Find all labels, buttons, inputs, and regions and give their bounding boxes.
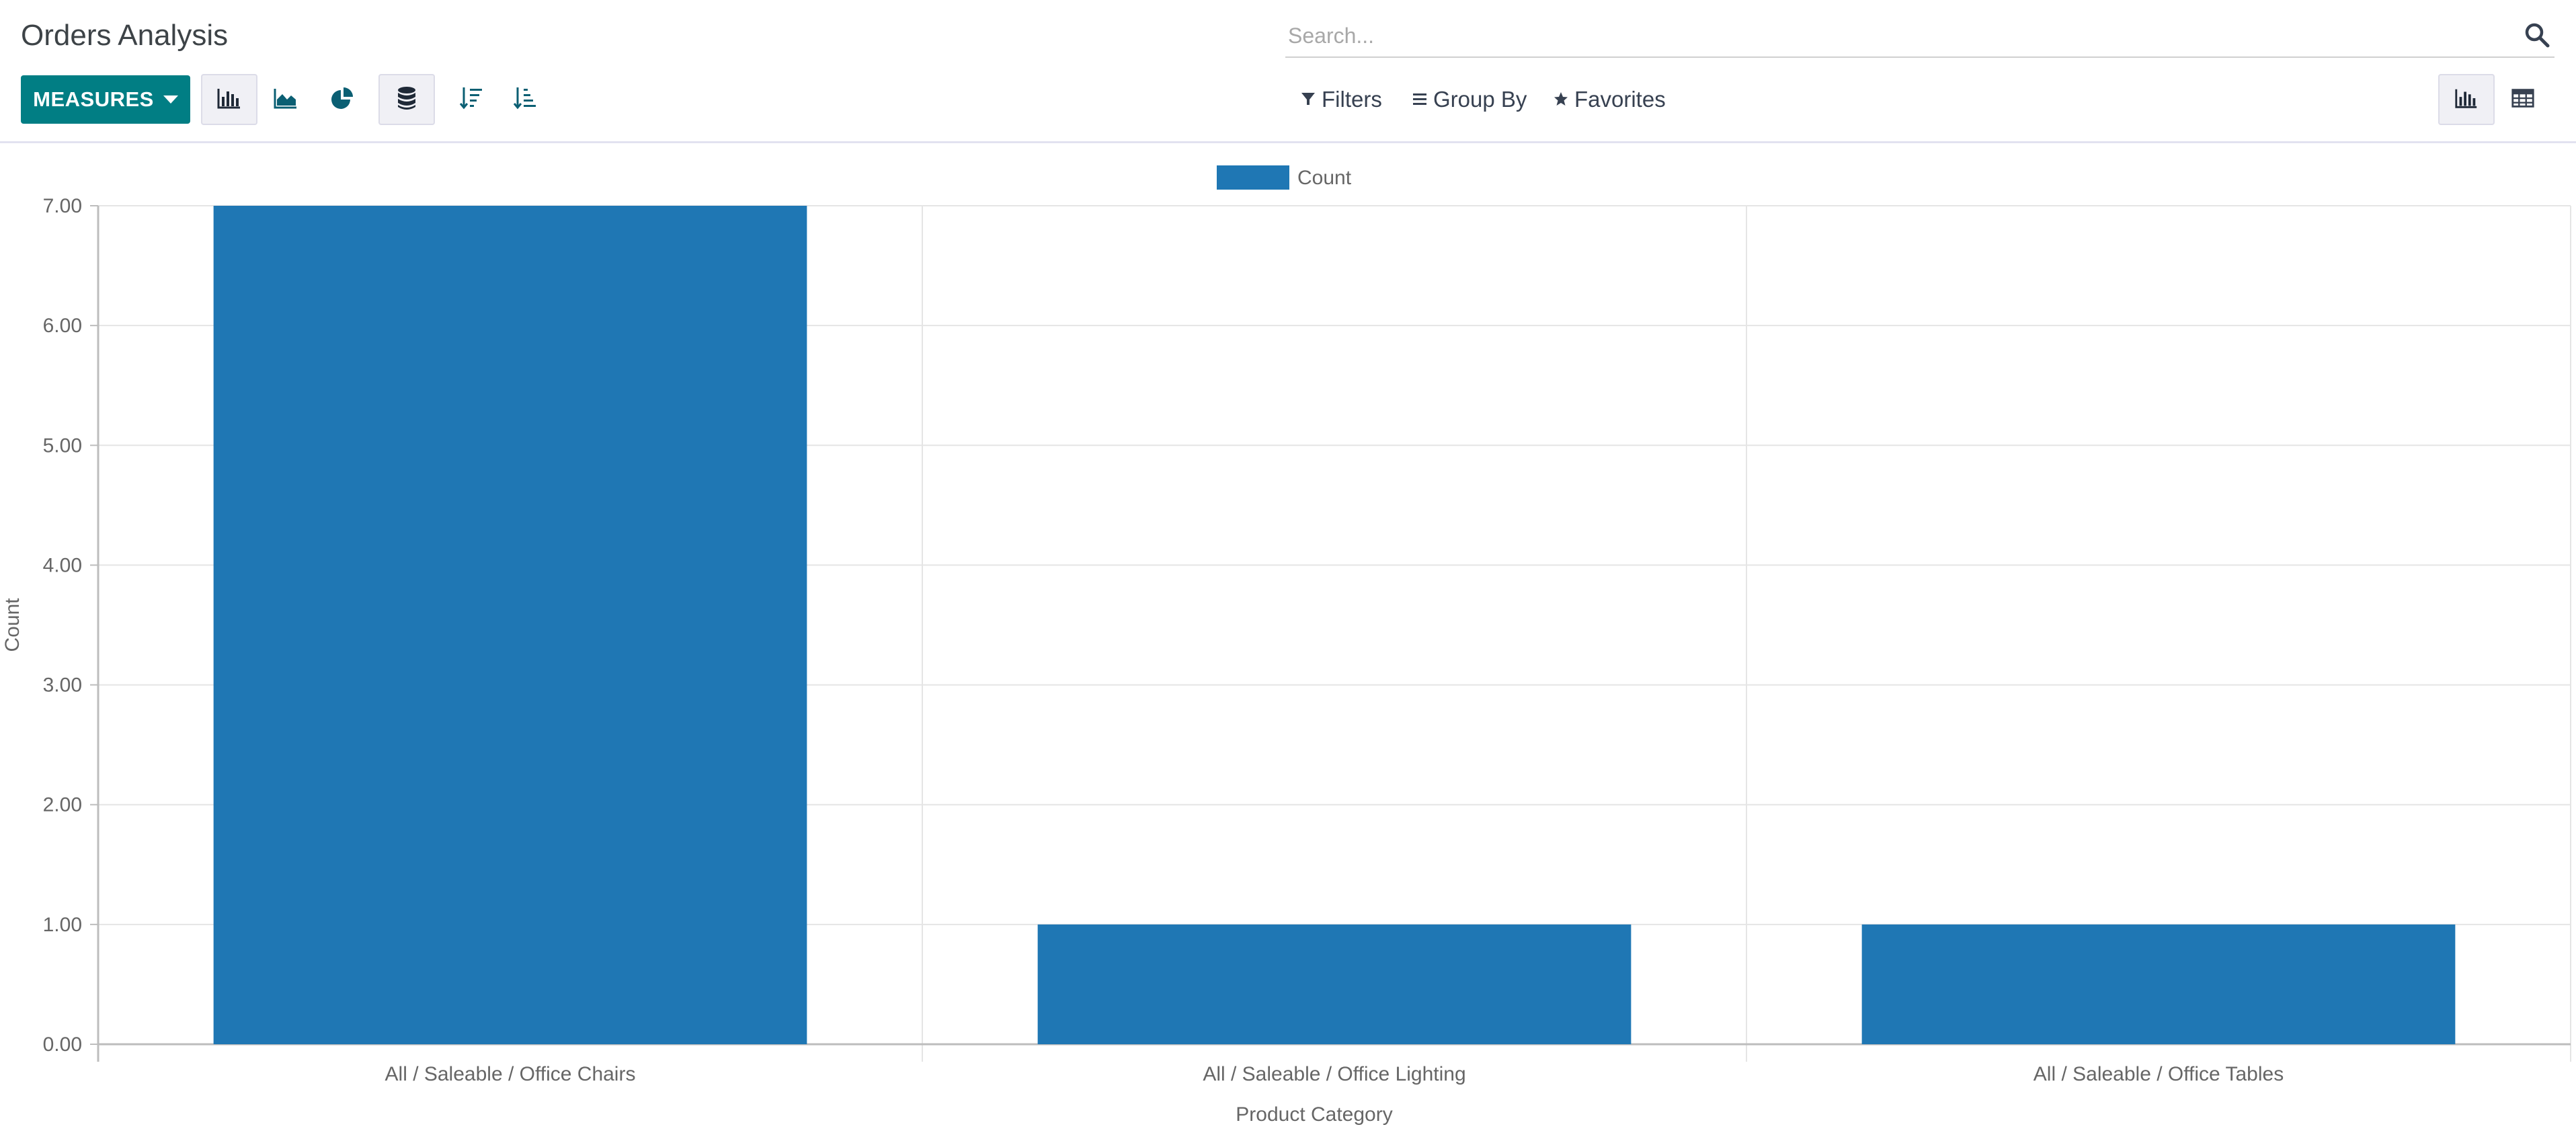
stacked-button[interactable]: [378, 74, 435, 125]
y-tick-label: 4.00: [43, 554, 82, 576]
legend-label: Count: [1297, 167, 1352, 189]
y-tick-label: 0.00: [43, 1033, 82, 1056]
bar-chart-button[interactable]: [201, 74, 257, 125]
y-tick-label: 2.00: [43, 794, 82, 816]
search-icon[interactable]: [2524, 22, 2550, 48]
stacked-database-icon: [393, 85, 420, 115]
pie-chart-icon: [329, 85, 356, 115]
bar-chart-icon: [216, 85, 243, 115]
area-chart-button[interactable]: [257, 74, 314, 125]
sort-ascending-button[interactable]: [497, 74, 553, 125]
filters-toggle[interactable]: Filters: [1300, 82, 1382, 117]
table-view-icon: [2510, 85, 2536, 114]
y-tick-label: 3.00: [43, 674, 82, 697]
favorites-label: Favorites: [1574, 87, 1666, 112]
caret-down-icon: [163, 95, 178, 104]
x-tick-label: All / Saleable / Office Tables: [2034, 1063, 2284, 1085]
star-icon: [1553, 87, 1569, 112]
bar: [1037, 924, 1632, 1044]
y-tick-label: 6.00: [43, 315, 82, 337]
group-by-label: Group By: [1433, 87, 1527, 112]
page-title: Orders Analysis: [21, 19, 229, 52]
bar: [213, 206, 807, 1044]
control-panel: Orders Analysis MEASURES: [0, 0, 2576, 143]
bar-chart: 0.00 1.00 2.00 3.00 4.00 5.00 6.00 7.00 All / Sa…: [1, 165, 2571, 1126]
search-input[interactable]: [1288, 20, 2498, 51]
filter-icon: [1300, 87, 1316, 112]
area-chart-icon: [272, 85, 299, 115]
sort-ascending-icon: [512, 85, 538, 115]
y-axis-title: Count: [1, 598, 24, 652]
search-box: [1285, 15, 2554, 58]
legend-swatch: [1217, 165, 1289, 190]
x-tick-label: All / Saleable / Office Chairs: [385, 1063, 636, 1085]
pie-chart-button[interactable]: [314, 74, 370, 125]
bar-chart-view-icon: [2454, 85, 2479, 114]
y-tick-label: 1.00: [43, 914, 82, 936]
measures-button[interactable]: MEASURES: [21, 75, 190, 124]
pivot-view-button[interactable]: [2495, 74, 2551, 125]
sort-descending-button[interactable]: [443, 74, 499, 125]
graph-view-button[interactable]: [2438, 74, 2495, 125]
group-by-toggle[interactable]: Group By: [1412, 82, 1527, 117]
x-tick-label: All / Saleable / Office Lighting: [1203, 1063, 1465, 1085]
y-tick-label: 5.00: [43, 434, 82, 457]
filters-label: Filters: [1322, 87, 1382, 112]
y-tick-label: 7.00: [43, 195, 82, 217]
bars-icon: [1412, 87, 1428, 112]
chart-area: 0.00 1.00 2.00 3.00 4.00 5.00 6.00 7.00 All / Sa…: [0, 145, 2576, 1133]
measures-label: MEASURES: [33, 87, 154, 111]
bar: [1861, 924, 2456, 1044]
favorites-toggle[interactable]: Favorites: [1553, 82, 1666, 117]
sort-descending-icon: [458, 85, 485, 115]
x-axis-title: Product Category: [1236, 1103, 1392, 1126]
